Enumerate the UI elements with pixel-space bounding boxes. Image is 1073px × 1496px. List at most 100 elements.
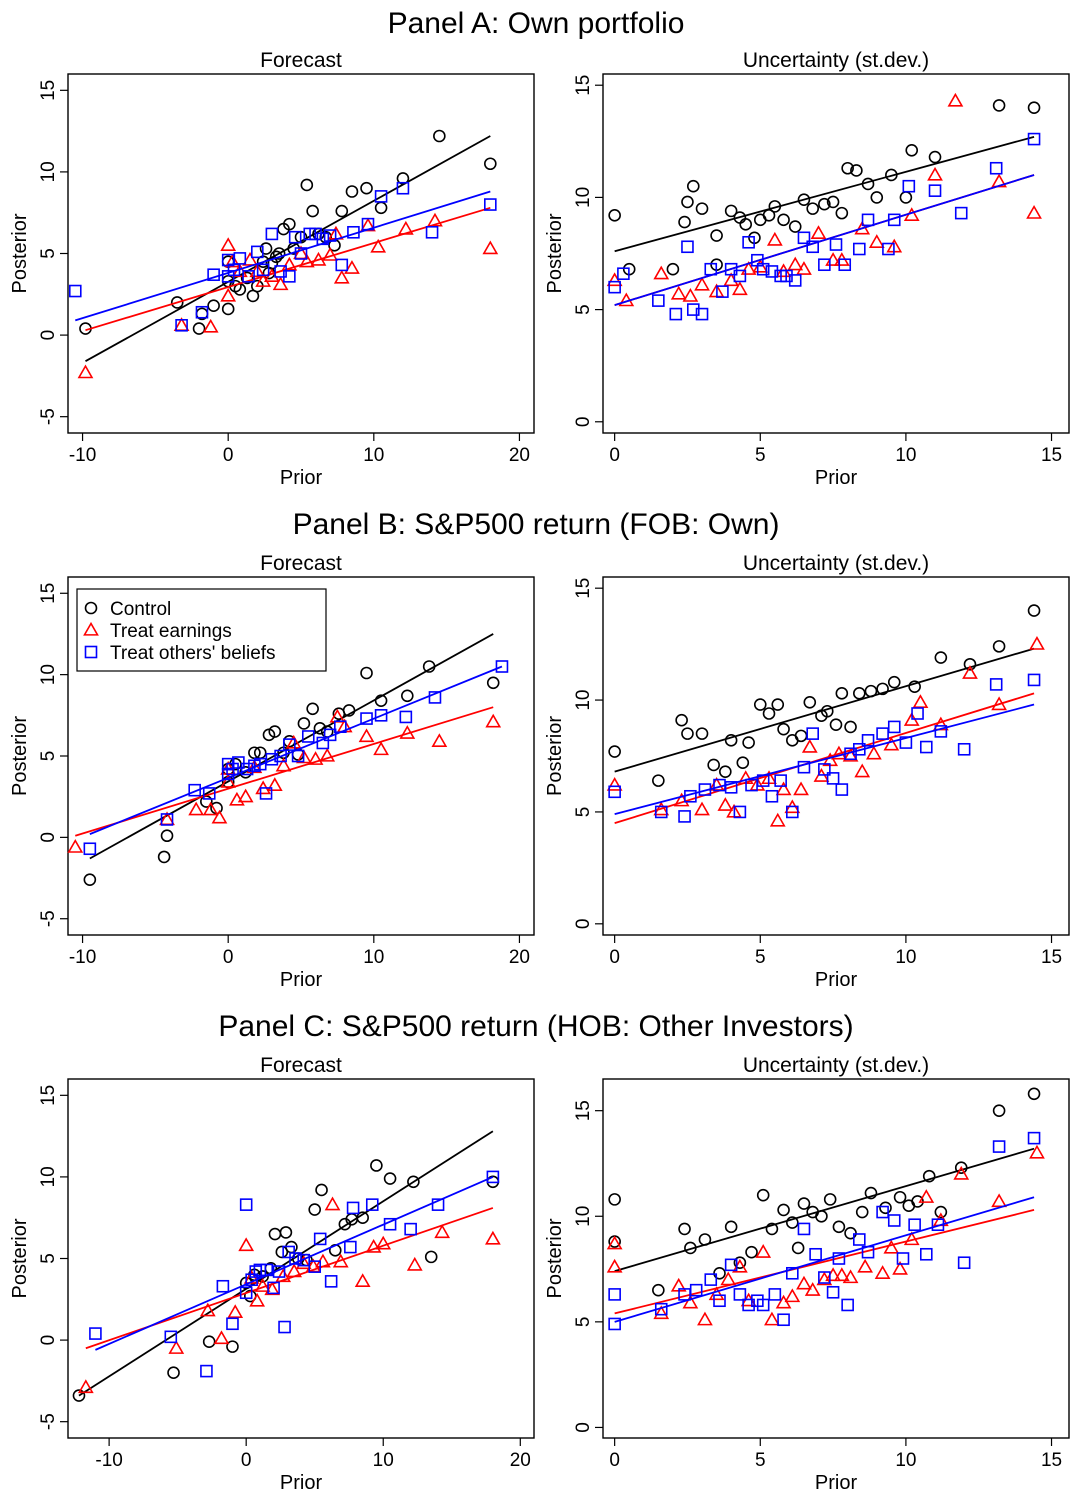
data-point bbox=[296, 749, 312, 764]
data-point bbox=[216, 1279, 230, 1293]
data-point bbox=[857, 1258, 874, 1273]
data-point bbox=[765, 1222, 779, 1236]
data-point bbox=[1029, 1144, 1045, 1159]
x-tick-label: 15 bbox=[1041, 947, 1062, 968]
data-point bbox=[927, 166, 943, 181]
data-point bbox=[425, 225, 439, 239]
data-point bbox=[666, 262, 680, 276]
data-point bbox=[298, 253, 315, 268]
data-point bbox=[739, 218, 753, 231]
data-point bbox=[879, 1201, 892, 1215]
data-point bbox=[919, 1247, 933, 1261]
data-point bbox=[242, 270, 255, 283]
data-point bbox=[786, 1266, 799, 1280]
data-point bbox=[195, 305, 209, 319]
data-point bbox=[876, 1205, 889, 1219]
data-point bbox=[608, 785, 621, 799]
data-point bbox=[211, 809, 228, 824]
subplot-2: Uncertainty (st.dev.) 0 5 10 15 0 5 10 15 Prior Po… bbox=[544, 49, 1070, 489]
data-point bbox=[168, 1340, 185, 1354]
series-control bbox=[608, 1087, 1041, 1297]
data-point bbox=[266, 777, 283, 791]
y-tick-label: 10 bbox=[573, 187, 594, 208]
data-point bbox=[736, 756, 750, 770]
data-point bbox=[850, 164, 863, 177]
data-point bbox=[835, 206, 849, 220]
data-point bbox=[1027, 1131, 1041, 1145]
data-point bbox=[678, 1222, 691, 1236]
data-point bbox=[652, 1283, 665, 1297]
series-control bbox=[83, 633, 500, 886]
data-point bbox=[274, 749, 287, 763]
data-point bbox=[797, 231, 811, 245]
y-tick-label: 0 bbox=[38, 832, 59, 843]
data-point bbox=[777, 722, 790, 736]
y-tick-label: 5 bbox=[573, 304, 594, 315]
y-tick-label: 10 bbox=[38, 161, 59, 182]
legend-marker bbox=[83, 621, 99, 636]
plots-area: Forecast-10 0 10 20-5051015PriorPosteriorUn… bbox=[9, 49, 1070, 1494]
data-point bbox=[227, 1304, 244, 1319]
data-point bbox=[852, 242, 866, 256]
data-point bbox=[268, 725, 282, 738]
data-point bbox=[733, 1256, 747, 1270]
data-point bbox=[283, 217, 296, 231]
data-point bbox=[868, 234, 885, 248]
data-point bbox=[716, 285, 729, 298]
data-point bbox=[826, 772, 840, 785]
data-point bbox=[887, 675, 901, 689]
data-point bbox=[713, 1294, 726, 1308]
y-tick-label: 15 bbox=[573, 578, 594, 599]
data-point bbox=[911, 707, 924, 720]
data-point bbox=[653, 265, 670, 280]
plot-frame bbox=[602, 576, 1070, 936]
data-point bbox=[370, 238, 387, 253]
fit-line bbox=[75, 706, 494, 837]
data-point bbox=[742, 1298, 755, 1312]
data-point bbox=[717, 797, 734, 811]
data-point bbox=[797, 760, 811, 774]
data-point bbox=[291, 749, 305, 763]
subplot-title: Forecast bbox=[260, 1054, 342, 1077]
fit-line bbox=[614, 1209, 1035, 1315]
data-point bbox=[806, 727, 820, 740]
data-point bbox=[854, 763, 871, 778]
x-tick-label: 20 bbox=[509, 947, 530, 968]
data-point bbox=[682, 1294, 699, 1309]
data-point bbox=[883, 1239, 900, 1254]
data-point bbox=[237, 788, 254, 803]
y-axis-label: Posterior bbox=[544, 1218, 566, 1298]
data-point bbox=[796, 261, 812, 275]
data-point bbox=[810, 225, 827, 239]
data-point bbox=[406, 1256, 423, 1271]
data-point bbox=[259, 242, 273, 255]
data-point bbox=[887, 1214, 901, 1227]
data-point bbox=[220, 773, 237, 788]
legend-label: Treat others' beliefs bbox=[110, 643, 276, 664]
data-point bbox=[608, 1193, 621, 1206]
data-point bbox=[374, 709, 388, 722]
data-point bbox=[855, 1205, 869, 1219]
x-tick-label: 5 bbox=[755, 1450, 766, 1471]
data-point bbox=[344, 1240, 357, 1254]
data-point bbox=[899, 736, 913, 749]
series-treat-others-beliefs bbox=[89, 1170, 500, 1378]
x-tick-label: -10 bbox=[95, 1450, 122, 1471]
data-point bbox=[427, 212, 443, 227]
data-point bbox=[253, 1263, 267, 1277]
fit-line bbox=[78, 1130, 494, 1397]
y-tick-label: 10 bbox=[573, 1206, 594, 1227]
x-tick-label: 20 bbox=[509, 445, 530, 466]
data-point bbox=[229, 791, 245, 806]
y-tick-label: 10 bbox=[38, 664, 59, 685]
x-tick-label: 10 bbox=[373, 1450, 394, 1471]
fit-line bbox=[614, 703, 1035, 816]
subplot-4: Uncertainty (st.dev.) 0 5 10 15 0 5 10 15 Prior Po… bbox=[544, 552, 1070, 991]
data-point bbox=[954, 206, 968, 220]
data-point bbox=[192, 322, 206, 335]
data-point bbox=[77, 1379, 94, 1394]
data-point bbox=[745, 1245, 758, 1259]
fit-line bbox=[89, 665, 503, 835]
y-tick-label: 0 bbox=[573, 1422, 594, 1433]
